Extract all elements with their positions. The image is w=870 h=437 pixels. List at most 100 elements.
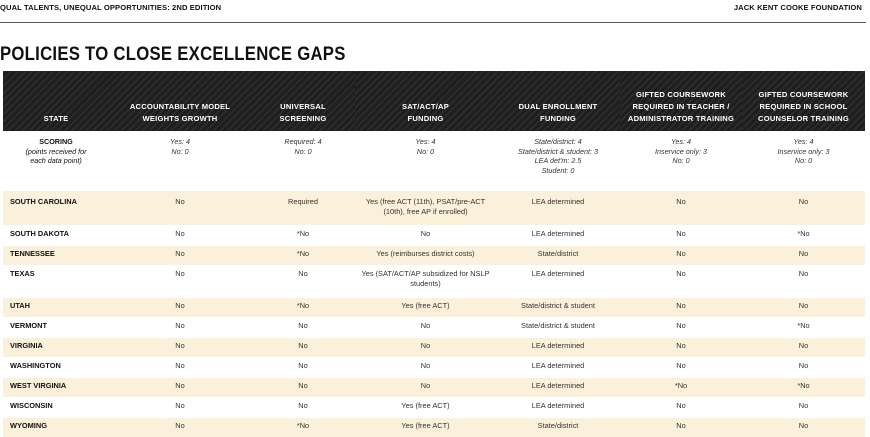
column-header-line: ADMINISTRATOR TRAINING	[622, 113, 740, 125]
table-cell-line: No	[254, 361, 352, 371]
table-cell-line: LEA determined	[499, 229, 617, 239]
table-cell: No	[620, 418, 742, 437]
scoring-cell-line: No: 0	[745, 156, 862, 166]
state-name-cell: SOUTH CAROLINA	[3, 191, 109, 226]
table-cell: No	[251, 358, 355, 378]
table-cell: No	[109, 418, 251, 437]
table-cell: No	[620, 338, 742, 358]
table-cell: No	[620, 191, 742, 226]
page-header: QUAL TALENTS, UNEQUAL OPPORTUNITIES: 2ND…	[0, 0, 866, 23]
table-cell: No	[251, 378, 355, 398]
table-cell-line: No	[745, 401, 862, 411]
table-cell-line: No	[623, 361, 739, 371]
table-cell-line: No	[623, 321, 739, 331]
table-cell-line: *No	[254, 421, 352, 431]
table-cell: No	[742, 246, 865, 266]
column-header: STATE	[3, 71, 109, 131]
table-cell: No	[742, 338, 865, 358]
table-cell-line: No	[623, 229, 739, 239]
table-cell-line: No	[745, 421, 862, 431]
scoring-cell-line: Yes: 4	[623, 137, 739, 147]
table-cell: LEA determined	[496, 398, 620, 418]
column-header-line: GIFTED COURSEWORK	[744, 89, 863, 101]
table-cell-line: No	[358, 229, 493, 239]
table-cell-line: No	[623, 401, 739, 411]
table-cell-line: No	[254, 269, 352, 279]
table-cell-line: No	[623, 341, 739, 351]
table-cell-line: *No	[623, 381, 739, 391]
table-cell: No	[620, 298, 742, 318]
table-cell: No	[742, 298, 865, 318]
column-header-line: SCREENING	[253, 113, 353, 125]
table-cell-line: No	[745, 341, 862, 351]
table-cell: *No	[251, 226, 355, 246]
scoring-cell-line: Inservice only: 3	[623, 147, 739, 157]
table-cell-line: No	[623, 249, 739, 259]
state-name-cell: TEXAS	[3, 266, 109, 298]
table-cell-line: State/district & student	[499, 301, 617, 311]
state-name-cell: WASHINGTON	[3, 358, 109, 378]
table-cell-line: students)	[358, 279, 493, 289]
table-cell-line: LEA determined	[499, 361, 617, 371]
column-header-line: COUNSELOR TRAINING	[744, 113, 863, 125]
table-cell-line: Yes (free ACT (11th), PSAT/pre-ACT	[358, 197, 493, 207]
scoring-cell-line: LEA det'm: 2.5	[499, 156, 617, 166]
table-cell-line: *No	[745, 321, 862, 331]
scoring-note: each data point)	[6, 156, 106, 166]
table-cell-line: *No	[745, 381, 862, 391]
state-name-cell: WEST VIRGINIA	[3, 378, 109, 398]
state-name-cell: VIRGINIA	[3, 338, 109, 358]
table-cell: No	[742, 358, 865, 378]
table-cell-line: No	[254, 341, 352, 351]
table-cell-line: *No	[745, 229, 862, 239]
scoring-cell-line: No: 0	[254, 147, 352, 157]
scoring-cell-line: Yes: 4	[745, 137, 862, 147]
scoring-note: (points received for	[6, 147, 106, 157]
table-cell-line: No	[745, 197, 862, 207]
table-cell-line: Required	[254, 197, 352, 207]
table-cell-line: Yes (SAT/ACT/AP subsidized for NSLP	[358, 269, 493, 279]
column-header-line: FUNDING	[357, 113, 494, 125]
table-cell-line: LEA determined	[499, 341, 617, 351]
table-cell: Required	[251, 191, 355, 226]
table-cell-line: No	[745, 269, 862, 279]
table-cell-line: No	[112, 401, 248, 411]
table-cell: No	[109, 358, 251, 378]
table-cell: State/district	[496, 246, 620, 266]
table-cell: No	[109, 298, 251, 318]
table-cell: No	[620, 266, 742, 298]
table-cell: LEA determined	[496, 266, 620, 298]
table-cell: No	[620, 246, 742, 266]
table-cell-line: No	[358, 321, 493, 331]
table-cell-line: No	[112, 229, 248, 239]
table-cell-line: LEA determined	[499, 381, 617, 391]
table-cell-line: No	[112, 321, 248, 331]
table-cell-line: LEA determined	[499, 401, 617, 411]
table-cell: No	[355, 318, 496, 338]
table-cell: LEA determined	[496, 358, 620, 378]
state-name-cell: TENNESSEE	[3, 246, 109, 266]
table-cell-line: No	[112, 197, 248, 207]
table-cell: *No	[251, 298, 355, 318]
column-header-line: FUNDING	[498, 113, 618, 125]
table-cell-line: No	[254, 381, 352, 391]
table-cell: Yes (free ACT)	[355, 398, 496, 418]
table-cell: LEA determined	[496, 226, 620, 246]
state-name-cell: WISCONSIN	[3, 398, 109, 418]
table-cell: LEA determined	[496, 191, 620, 226]
table-cell: *No	[742, 318, 865, 338]
table-cell: No	[620, 226, 742, 246]
scoring-cell-line: Inservice only: 3	[745, 147, 862, 157]
